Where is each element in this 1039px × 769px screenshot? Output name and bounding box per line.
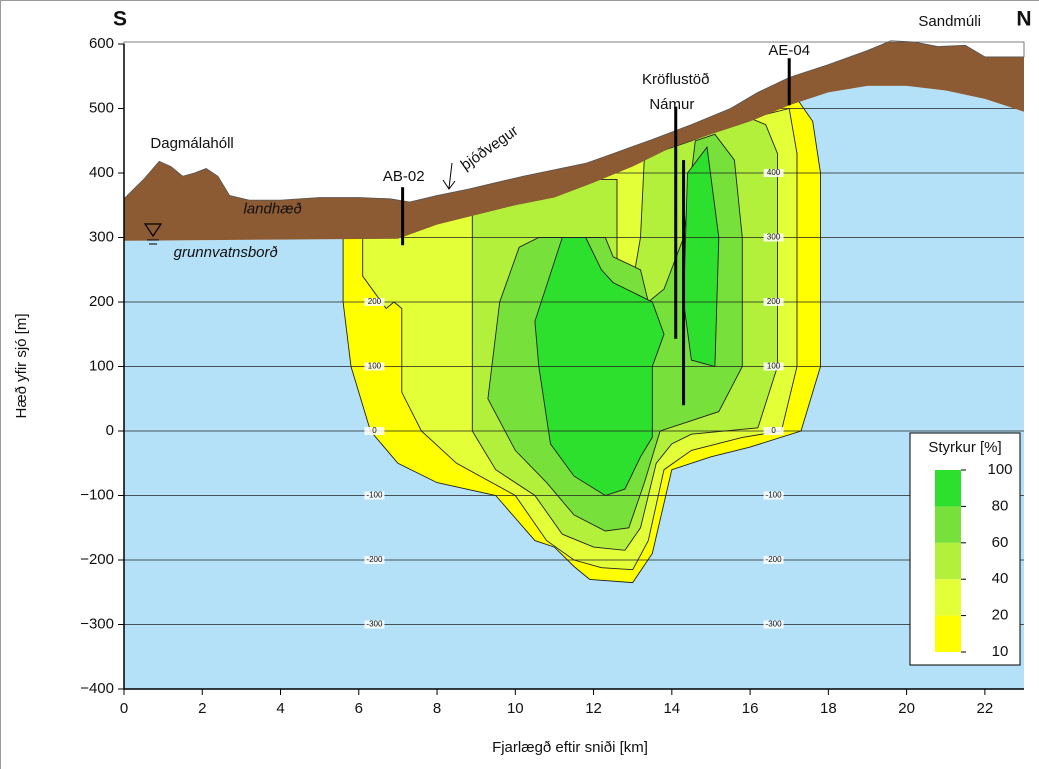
x-tick-label: 10 xyxy=(507,700,524,717)
grid-label: 100 xyxy=(368,362,382,371)
road-arrow xyxy=(448,162,453,189)
water-table-symbol xyxy=(143,223,163,238)
y-tick-label: 500 xyxy=(89,99,114,116)
annotation: AB-02 xyxy=(383,168,425,185)
grid-label: -200 xyxy=(366,555,383,564)
legend-swatch xyxy=(935,579,961,616)
annotation: AE-04 xyxy=(768,42,810,59)
legend-box xyxy=(909,432,1021,666)
y-tick-label: −200 xyxy=(80,551,114,568)
legend-label: 60 xyxy=(992,534,1009,551)
x-tick-label: 8 xyxy=(433,700,441,717)
x-tick-label: 6 xyxy=(355,700,363,717)
road-arrow-head xyxy=(442,179,456,190)
grid-label: 200 xyxy=(767,297,781,306)
y-tick-label: 100 xyxy=(89,357,114,374)
y-tick-label: 600 xyxy=(89,35,114,52)
grid-label: 100 xyxy=(767,362,781,371)
y-tick-label: −100 xyxy=(80,486,114,503)
grid-label: 400 xyxy=(767,168,781,177)
legend-label: 40 xyxy=(992,570,1009,587)
grid-label: 300 xyxy=(767,233,781,242)
legend-swatch xyxy=(935,506,961,543)
legend-label: 100 xyxy=(987,461,1012,478)
grid-label: -200 xyxy=(766,555,783,564)
legend-title: Styrkur [%] xyxy=(928,439,1001,456)
grid-label-bg xyxy=(763,362,784,371)
legend-label: 10 xyxy=(992,643,1009,660)
x-tick-label: 20 xyxy=(898,700,915,717)
x-tick-label: 2 xyxy=(198,700,206,717)
x-tick-label: 22 xyxy=(977,700,994,717)
grid-label-bg xyxy=(763,298,784,306)
y-tick-label: 200 xyxy=(89,293,114,310)
grid-label: 0 xyxy=(771,426,776,435)
grid-label-bg xyxy=(763,427,784,435)
grid-label-bg xyxy=(364,298,385,306)
annotation: grunnvatnsborð xyxy=(174,244,278,261)
grid-label: -300 xyxy=(366,620,383,629)
grid-label: 0 xyxy=(372,426,377,435)
annotation: landhæð xyxy=(244,201,302,218)
grid-label-bg xyxy=(364,427,385,435)
x-tick-label: 12 xyxy=(585,700,602,717)
y-tick-label: −300 xyxy=(80,615,114,632)
y-tick-label: −400 xyxy=(80,680,114,697)
annotation: Dagmálahóll xyxy=(150,135,233,152)
legend-swatch xyxy=(935,470,961,507)
x-tick-label: 16 xyxy=(742,700,759,717)
annotation: Kröflustöð xyxy=(642,71,710,88)
grid-label-bg xyxy=(763,491,784,500)
legend-label: 20 xyxy=(992,607,1009,624)
grid-label-bg xyxy=(763,169,784,177)
grid-label: -300 xyxy=(766,620,783,629)
grid-label: -100 xyxy=(766,491,783,500)
grid-label-bg xyxy=(364,556,385,564)
grid-label-bg xyxy=(364,362,385,371)
x-tick-label: 18 xyxy=(820,700,837,717)
legend-swatch xyxy=(935,615,961,652)
direction-label: S xyxy=(113,8,127,31)
grid-label-bg xyxy=(763,233,784,242)
sky xyxy=(123,40,1025,203)
grid-label: -100 xyxy=(366,491,383,500)
grid-label: 200 xyxy=(368,297,382,306)
annotation: Sandmúli xyxy=(918,13,981,30)
soil-layer xyxy=(124,40,1024,241)
y-tick-label: 400 xyxy=(89,164,114,181)
y-tick-label: 0 xyxy=(106,422,114,439)
x-tick-label: 0 xyxy=(120,700,128,717)
grid-label-bg xyxy=(763,620,784,629)
y-tick-label: 300 xyxy=(89,228,114,245)
grid-label-bg xyxy=(364,620,385,629)
direction-label: N xyxy=(1016,8,1031,31)
y-axis-label: Hæð yfir sjó [m] xyxy=(13,313,30,418)
grid-label-bg xyxy=(364,491,385,500)
grid-label-bg xyxy=(763,556,784,564)
legend-swatch xyxy=(935,542,961,580)
x-axis-label: Fjarlægð eftir sniði [km] xyxy=(492,739,648,756)
x-tick-label: 4 xyxy=(276,700,284,717)
legend-label: 80 xyxy=(992,497,1009,514)
x-tick-label: 14 xyxy=(663,700,680,717)
annotation: Námur xyxy=(649,96,694,113)
